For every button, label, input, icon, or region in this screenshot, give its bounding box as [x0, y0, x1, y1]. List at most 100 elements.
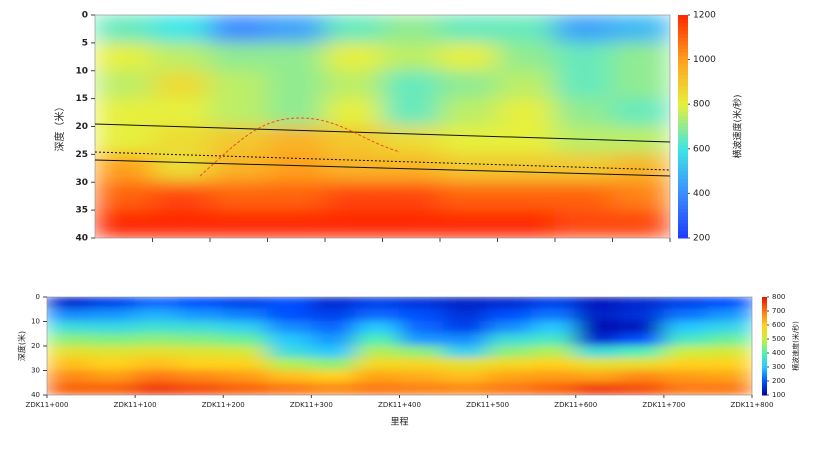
x-tick-label: ZDK11+000: [26, 401, 69, 409]
colorbar-segment: [762, 341, 767, 344]
heatmap-cell: [310, 308, 356, 322]
colorbar-segment: [762, 370, 767, 373]
colorbar-segment: [762, 334, 767, 337]
heatmap-cell: [531, 370, 577, 384]
colorbar-segment: [678, 111, 688, 116]
heatmap-cell: [178, 308, 224, 322]
heatmap-cell: [222, 370, 268, 384]
heatmap-cell: [554, 209, 613, 238]
heatmap-cell: [354, 357, 400, 371]
colorbar-segment: [762, 298, 767, 301]
colorbar-segment: [762, 328, 767, 331]
colorbar-segment: [678, 22, 688, 27]
colorbar-segment: [678, 67, 688, 72]
heatmap-cell: [47, 321, 92, 335]
heatmap-cell: [575, 357, 621, 371]
heatmap-cell: [487, 357, 533, 371]
colorbar-tick-label: 200: [693, 234, 710, 244]
heatmap-cell: [554, 42, 613, 72]
colorbar-segment: [678, 104, 688, 109]
heatmap-cell: [266, 297, 312, 310]
heatmap-cell: [354, 308, 400, 322]
heatmap-cell: [619, 345, 665, 359]
heatmap: [47, 297, 752, 395]
y-tick-label: 10: [75, 66, 88, 76]
heatmap-cell: [222, 382, 268, 395]
heatmap-cell: [354, 333, 400, 347]
y-tick-label: 0: [36, 293, 40, 301]
colorbar-label: 横波速度(米/秒): [791, 321, 800, 371]
heatmap-cell: [707, 345, 752, 359]
heatmap-cell: [707, 297, 752, 310]
heatmap-cell: [531, 333, 577, 347]
heatmap-cell: [152, 42, 211, 72]
heatmap-cell: [266, 357, 312, 371]
heatmap-cell: [47, 333, 92, 347]
colorbar-segment: [678, 167, 688, 172]
colorbar-segment: [678, 18, 688, 23]
colorbar-tick-label: 400: [772, 349, 785, 357]
colorbar-tick-label: 100: [772, 391, 785, 399]
y-tick-label: 20: [75, 122, 88, 132]
colorbar-segment: [678, 100, 688, 105]
colorbar-segment: [762, 329, 767, 332]
colorbar-segment: [678, 148, 688, 154]
colorbar-tick-label: 800: [693, 100, 710, 110]
heatmap-cell: [310, 297, 356, 310]
colorbar-segment: [678, 29, 688, 35]
heatmap-cell: [134, 345, 180, 359]
colorbar-segment: [678, 159, 688, 165]
heatmap-cell: [47, 345, 92, 359]
colorbar-segment: [678, 93, 688, 98]
heatmap-cell: [443, 297, 489, 310]
colorbar-segment: [678, 15, 688, 20]
heatmap-cell: [439, 15, 498, 44]
heatmap-cell: [95, 70, 153, 100]
colorbar-tick-label: 600: [693, 144, 710, 154]
heatmap-cell: [267, 42, 326, 72]
heatmap-cell: [707, 370, 752, 384]
heatmap-cell: [152, 209, 211, 238]
boundary-line: [95, 159, 670, 177]
heatmap-cell: [487, 308, 533, 322]
colorbar-tick-label: 300: [772, 363, 785, 371]
heatmap-cell: [324, 209, 383, 238]
colorbar-segment: [762, 344, 767, 347]
heatmap-cell: [134, 308, 180, 322]
heatmap-cell: [178, 345, 224, 359]
x-tick-label: ZDK11+700: [642, 401, 685, 409]
heatmap-cell: [310, 382, 356, 395]
colorbar-segment: [678, 107, 688, 113]
heatmap-cell: [619, 382, 665, 395]
heatmap-cell: [310, 345, 356, 359]
heatmap-cell: [324, 181, 383, 211]
colorbar-segment: [762, 390, 767, 393]
colorbar-segment: [678, 174, 688, 180]
heatmap-cell: [612, 42, 670, 72]
heatmap-cell: [707, 321, 752, 335]
heatmap-cell: [134, 297, 180, 310]
heatmap-cell: [222, 357, 268, 371]
colorbar-segment: [762, 303, 767, 306]
colorbar-segment: [678, 211, 688, 217]
heatmap-cell: [90, 321, 136, 335]
heatmap-cell: [399, 333, 445, 347]
colorbar-segment: [762, 311, 767, 314]
colorbar-segment: [762, 386, 767, 389]
heatmap-cell: [178, 382, 224, 395]
heatmap-cell: [134, 382, 180, 395]
heatmap-cell: [439, 42, 498, 72]
heatmap-cell: [663, 321, 709, 335]
colorbar-segment: [678, 145, 688, 150]
colorbar-segment: [762, 352, 767, 355]
heatmap-cell: [575, 333, 621, 347]
heatmap-cell: [152, 126, 211, 155]
heatmap-cell: [209, 70, 268, 100]
colorbar-segment: [762, 373, 767, 376]
heatmap-cell: [209, 153, 268, 183]
heatmap-cell: [439, 181, 498, 211]
y-tick-label: 40: [31, 391, 40, 399]
heatmap-cell: [612, 181, 670, 211]
heatmap-cell: [134, 321, 180, 335]
colorbar-segment: [762, 314, 767, 318]
